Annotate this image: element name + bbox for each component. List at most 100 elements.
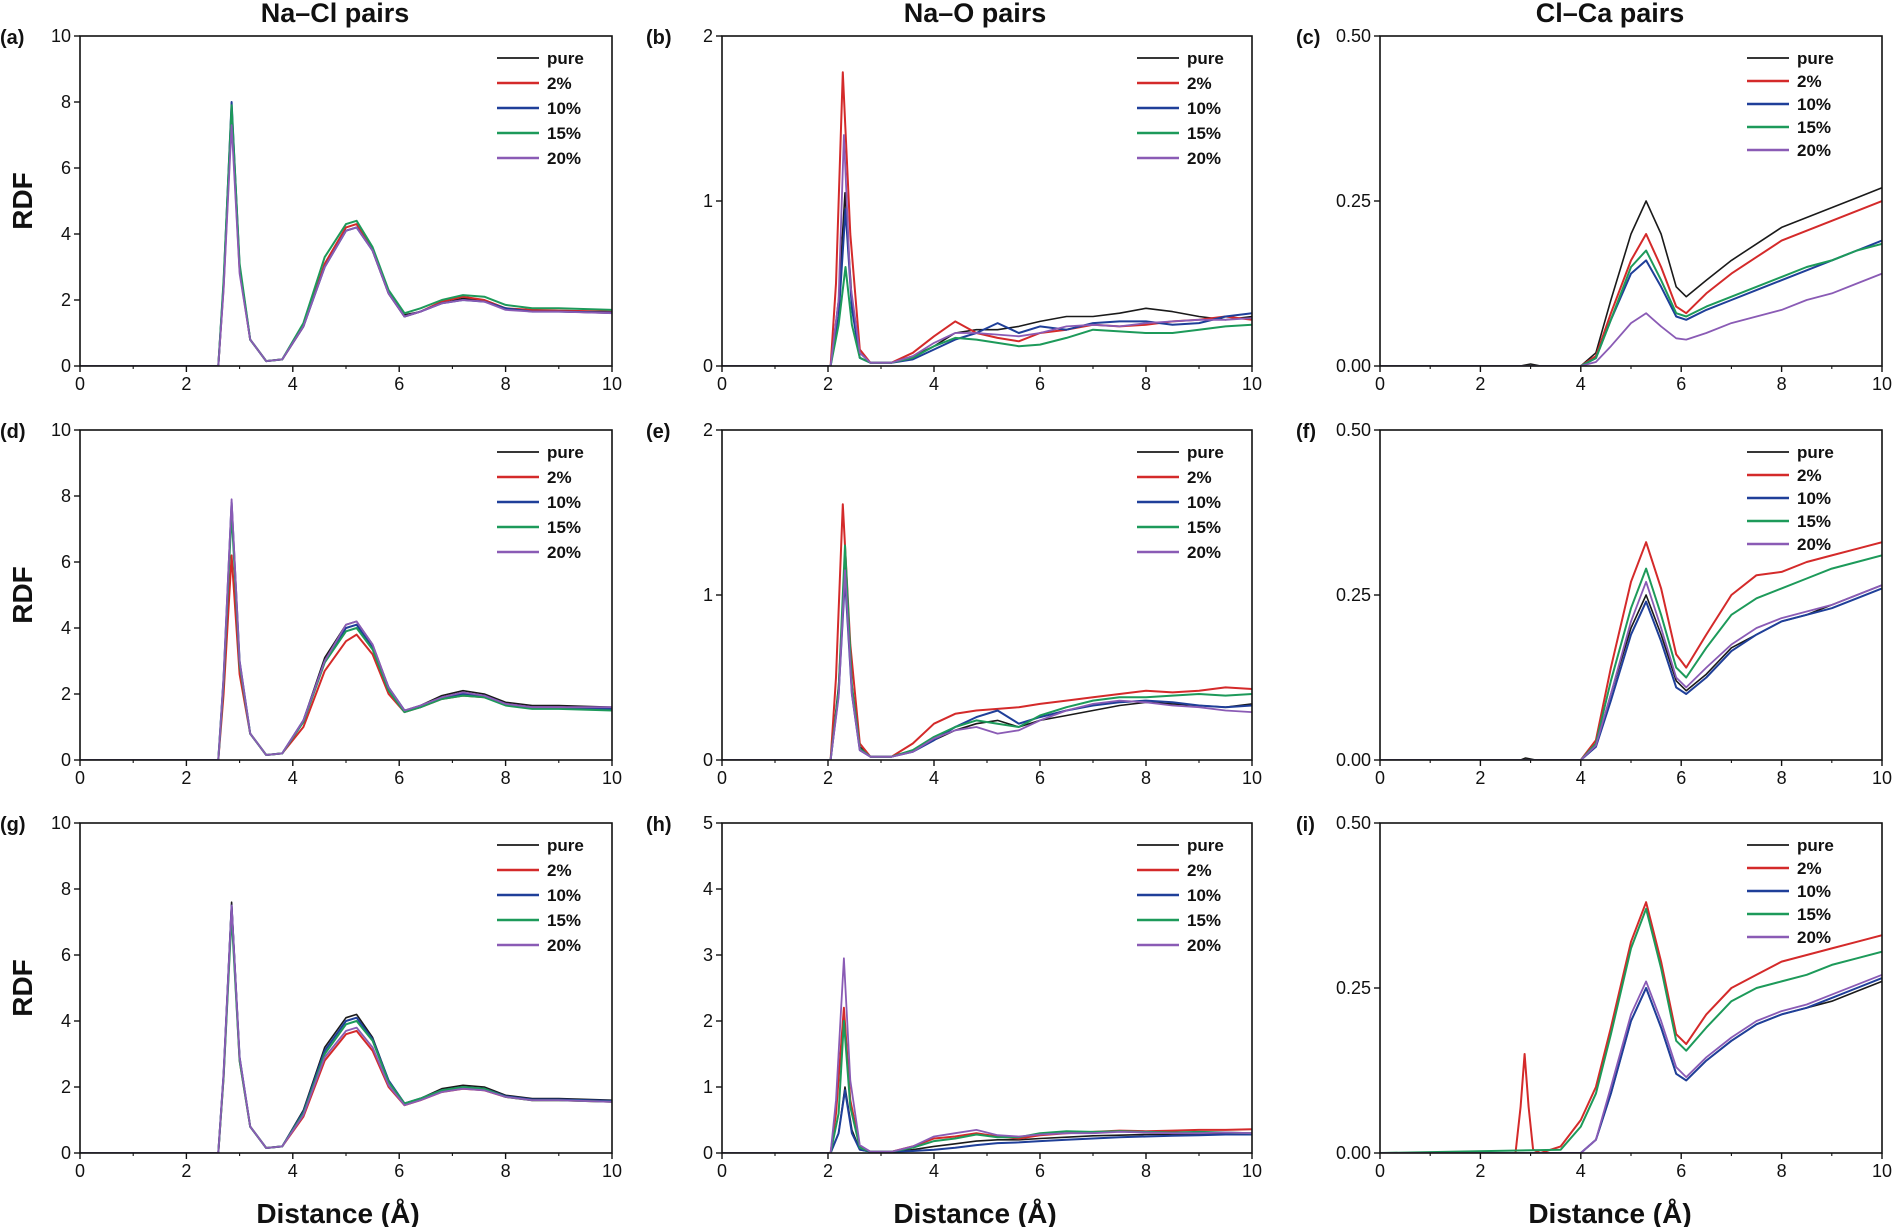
x-tick-label: 8: [501, 768, 511, 788]
series-line-20pct: [722, 569, 1252, 760]
y-tick-label: 6: [61, 552, 71, 572]
legend-label: 15%: [1187, 911, 1221, 930]
legend-label: 2%: [1797, 72, 1822, 91]
panel-label: (d): [0, 421, 26, 443]
y-tick-label: 0.25: [1336, 585, 1371, 605]
legend-label: 15%: [1797, 118, 1831, 137]
series-line-20pct: [80, 124, 612, 366]
legend-label: 2%: [547, 468, 572, 487]
chart-panel-3: 0 2 4 6 8 10 0.00 0.25 0.50 (c) pure 2% 10% 15% 20%: [1296, 26, 1892, 394]
y-tick-label: 3: [703, 945, 713, 965]
y-tick-label: 0.00: [1336, 1143, 1371, 1163]
x-tick-label: 6: [394, 1161, 404, 1181]
legend-label: 10%: [1797, 882, 1831, 901]
y-tick-label: 0: [61, 750, 71, 770]
panel-label: (h): [646, 814, 672, 836]
series-group: [1380, 541, 1882, 760]
legend-label: pure: [1187, 836, 1224, 855]
x-tick-label: 2: [1475, 1161, 1485, 1181]
series-group: [80, 901, 612, 1153]
series-line-20pct: [80, 904, 612, 1153]
series-line-pure: [80, 901, 612, 1153]
series-line-20pct: [80, 498, 612, 760]
chart-panel-9: 0 2 4 6 8 10 0.00 0.25 0.50 (i) pure 2% 10% 15% 20%: [1296, 813, 1892, 1181]
legend: pure 2% 10% 15% 20%: [1137, 836, 1224, 955]
y-tick-label: 5: [703, 813, 713, 833]
panel-label: (f): [1296, 421, 1316, 443]
column-title-1: Na–Cl pairs: [261, 0, 410, 28]
plot-frame: [79, 822, 613, 1154]
x-tick-label: 4: [929, 768, 939, 788]
x-tick-label: 0: [717, 374, 727, 394]
legend-label: 10%: [547, 493, 581, 512]
x-tick-label: 8: [1141, 374, 1151, 394]
legend: pure 2% 10% 15% 20%: [1137, 49, 1224, 168]
x-tick-label: 2: [823, 768, 833, 788]
legend-label: 2%: [1797, 466, 1822, 485]
y-tick-label: 6: [61, 158, 71, 178]
series-line-15pct: [80, 511, 612, 760]
x-tick-label: 10: [1872, 768, 1892, 788]
legend-label: 15%: [1797, 512, 1831, 531]
series-line-10pct: [80, 904, 612, 1153]
y-tick-label: 0.00: [1336, 356, 1371, 376]
series-line-20pct: [1380, 973, 1882, 1153]
legend-label: 20%: [1797, 141, 1831, 160]
legend-label: pure: [547, 49, 584, 68]
y-tick-label: 4: [61, 1011, 71, 1031]
y-tick-label: 0.50: [1336, 26, 1371, 46]
x-tick-label: 4: [929, 1161, 939, 1181]
x-axis-label-col2: Distance (Å): [893, 1198, 1056, 1227]
legend-label: 10%: [547, 99, 581, 118]
x-tick-label: 8: [1777, 1161, 1787, 1181]
x-tick-label: 8: [1141, 1161, 1151, 1181]
panel-label: (c): [1296, 27, 1320, 49]
x-tick-label: 10: [1242, 374, 1262, 394]
legend-label: pure: [1797, 443, 1834, 462]
panel-label: (e): [646, 421, 670, 443]
y-tick-label: 6: [61, 945, 71, 965]
column-title-2: Na–O pairs: [904, 0, 1047, 28]
x-tick-label: 6: [394, 374, 404, 394]
x-tick-label: 2: [823, 374, 833, 394]
series-line-pure: [1380, 187, 1882, 366]
y-tick-label: 4: [703, 879, 713, 899]
legend-label: pure: [1187, 49, 1224, 68]
x-tick-label: 10: [1242, 768, 1262, 788]
series-group: [722, 503, 1252, 760]
legend-label: pure: [1187, 443, 1224, 462]
series-line-20pct: [722, 957, 1252, 1153]
legend-label: 20%: [1187, 936, 1221, 955]
legend-label: 15%: [1187, 124, 1221, 143]
panel-label: (i): [1296, 814, 1315, 836]
legend: pure 2% 10% 15% 20%: [1747, 836, 1834, 947]
y-tick-label: 2: [703, 1011, 713, 1031]
x-tick-label: 4: [288, 1161, 298, 1181]
legend-label: 2%: [1797, 859, 1822, 878]
y-tick-label: 2: [61, 1077, 71, 1097]
x-tick-label: 2: [1475, 768, 1485, 788]
y-tick-label: 10: [51, 813, 71, 833]
column-title-3: Cl–Ca pairs: [1536, 0, 1685, 28]
x-tick-label: 2: [181, 1161, 191, 1181]
series-line-15pct: [1380, 554, 1882, 760]
series-line-15pct: [722, 266, 1252, 366]
legend-label: 20%: [1187, 543, 1221, 562]
y-tick-label: 0: [61, 1143, 71, 1163]
series-line-15pct: [1380, 242, 1882, 366]
x-tick-label: 10: [1872, 1161, 1892, 1181]
series-line-pure: [80, 508, 612, 760]
x-tick-label: 0: [717, 1161, 727, 1181]
y-tick-label: 0: [703, 356, 713, 376]
legend-label: 10%: [1187, 886, 1221, 905]
series-line-2pct: [80, 554, 612, 760]
legend-label: 20%: [547, 936, 581, 955]
x-tick-label: 0: [1375, 1161, 1385, 1181]
series-line-2pct: [80, 114, 612, 366]
x-tick-label: 4: [1576, 374, 1586, 394]
legend: pure 2% 10% 15% 20%: [1747, 443, 1834, 554]
y-tick-label: 8: [61, 879, 71, 899]
x-tick-label: 6: [1035, 374, 1045, 394]
series-group: [80, 498, 612, 760]
